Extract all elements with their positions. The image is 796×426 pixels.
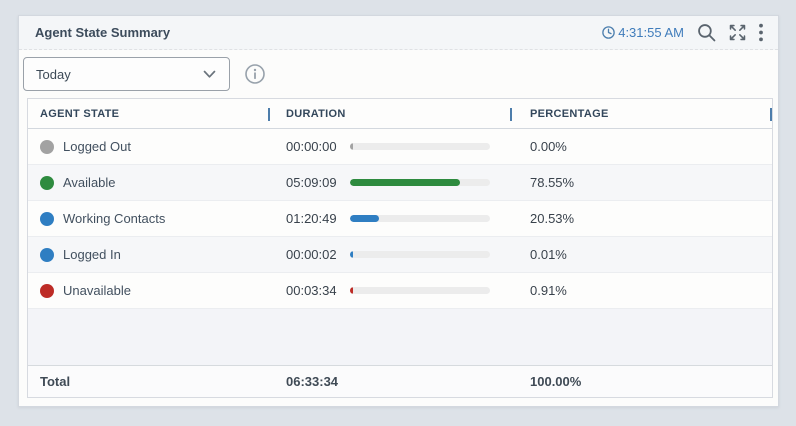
duration-value: 00:03:34 [286, 283, 337, 298]
info-icon [245, 64, 265, 84]
agent-state-cell: Working Contacts [28, 211, 270, 226]
agent-state-cell: Logged In [28, 247, 270, 262]
agent-state-cell: Logged Out [28, 139, 270, 154]
duration-cell: 00:03:34 [270, 283, 512, 298]
table-header-row: AGENT STATE DURATION PERCENTAGE [28, 99, 772, 129]
column-header-duration: DURATION [270, 99, 512, 128]
last-refresh-time: 4:31:55 AM [601, 25, 684, 40]
percentage-value: 0.00% [530, 139, 567, 154]
duration-bar-fill [350, 143, 353, 150]
table-row: Unavailable 00:03:34 0.91% [28, 273, 772, 309]
duration-bar-track [350, 251, 490, 258]
agent-state-table: AGENT STATE DURATION PERCENTAGE Logged O… [27, 98, 773, 398]
state-color-dot [40, 283, 54, 298]
percentage-cell: 0.00% [512, 139, 772, 154]
expand-icon[interactable] [728, 23, 747, 42]
state-color-dot [40, 139, 54, 154]
info-button[interactable] [244, 63, 266, 85]
duration-bar-fill [350, 179, 460, 186]
refresh-time-text: 4:31:55 AM [618, 25, 684, 40]
duration-value: 01:20:49 [286, 211, 337, 226]
percentage-cell: 78.55% [512, 175, 772, 190]
duration-cell: 05:09:09 [270, 175, 512, 190]
duration-bar-track [350, 143, 490, 150]
duration-bar-fill [350, 287, 353, 294]
agent-state-cell: Unavailable [28, 283, 270, 298]
clock-history-icon [602, 26, 615, 39]
percentage-value: 0.91% [530, 283, 567, 298]
duration-cell: 00:00:02 [270, 247, 512, 262]
table-row: Logged In 00:00:02 0.01% [28, 237, 772, 273]
percentage-cell: 0.91% [512, 283, 772, 298]
percentage-cell: 20.53% [512, 211, 772, 226]
state-label: Logged In [63, 247, 121, 262]
dropdown-selected-value: Today [36, 66, 71, 82]
filter-row: Today [19, 50, 778, 98]
duration-bar-track [350, 179, 490, 186]
table-body: Logged Out 00:00:00 0.00% Available 05:0… [28, 129, 772, 309]
state-label: Available [63, 175, 116, 190]
duration-cell: 00:00:00 [270, 139, 512, 154]
duration-value: 00:00:02 [286, 247, 337, 262]
state-color-dot [40, 175, 54, 190]
chevron-down-icon [203, 70, 216, 78]
table-row: Working Contacts 01:20:49 20.53% [28, 201, 772, 237]
duration-bar-track [350, 287, 490, 294]
state-label: Unavailable [63, 283, 131, 298]
total-row: Total 06:33:34 100.00% [28, 365, 772, 397]
percentage-cell: 0.01% [512, 247, 772, 262]
duration-bar-fill [350, 215, 379, 222]
duration-value: 05:09:09 [286, 175, 337, 190]
agent-state-summary-widget: Agent State Summary 4:31:55 AM [18, 15, 779, 407]
widget-header-controls: 4:31:55 AM [601, 22, 764, 43]
duration-value: 00:00:00 [286, 139, 337, 154]
duration-cell: 01:20:49 [270, 211, 512, 226]
total-duration: 06:33:34 [286, 374, 339, 389]
search-icon[interactable] [696, 22, 717, 43]
total-label: Total [40, 374, 71, 389]
agent-state-cell: Available [28, 175, 270, 190]
table-empty-space [28, 309, 772, 365]
widget-header: Agent State Summary 4:31:55 AM [19, 16, 778, 50]
column-header-agent-state: AGENT STATE [28, 99, 270, 128]
table-row: Available 05:09:09 78.55% [28, 165, 772, 201]
state-label: Working Contacts [63, 211, 166, 226]
percentage-value: 20.53% [530, 211, 575, 226]
column-header-percentage: PERCENTAGE [512, 99, 772, 128]
percentage-value: 0.01% [530, 247, 567, 262]
kebab-menu-icon[interactable] [758, 23, 764, 42]
state-color-dot [40, 211, 54, 226]
date-range-dropdown[interactable]: Today [23, 57, 230, 91]
percentage-value: 78.55% [530, 175, 575, 190]
duration-bar-fill [350, 251, 353, 258]
widget-title: Agent State Summary [35, 25, 171, 40]
state-label: Logged Out [63, 139, 131, 154]
table-row: Logged Out 00:00:00 0.00% [28, 129, 772, 165]
duration-bar-track [350, 215, 490, 222]
state-color-dot [40, 247, 54, 262]
total-percentage: 100.00% [530, 374, 582, 389]
